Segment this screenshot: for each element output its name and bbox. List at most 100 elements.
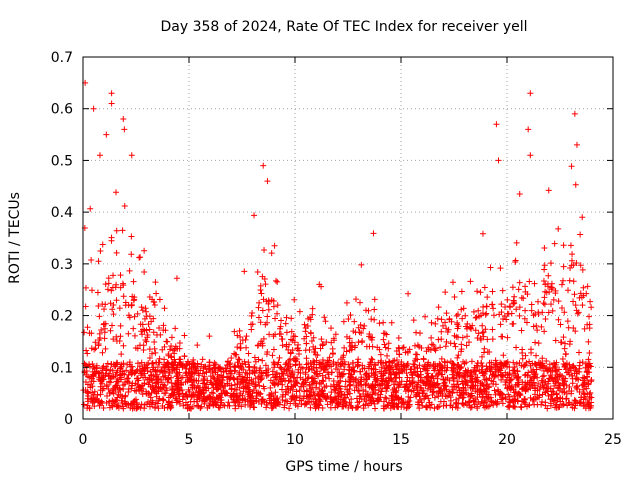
data-point — [234, 381, 241, 388]
data-point — [175, 384, 182, 391]
data-point — [201, 380, 208, 387]
data-point — [257, 286, 264, 293]
data-point — [205, 394, 212, 401]
data-point — [161, 343, 168, 350]
data-point — [248, 312, 255, 319]
data-point — [314, 368, 321, 375]
data-point — [343, 348, 350, 355]
data-point — [259, 340, 266, 347]
data-point — [134, 405, 141, 412]
data-point — [273, 369, 280, 376]
data-point — [583, 290, 590, 297]
data-point — [412, 369, 419, 376]
data-point — [96, 330, 103, 337]
data-point — [233, 397, 240, 404]
data-point — [528, 301, 535, 308]
data-point — [211, 359, 218, 366]
data-point — [210, 390, 217, 397]
data-point — [285, 378, 292, 385]
data-point — [103, 131, 110, 138]
data-point — [396, 369, 403, 376]
data-point — [125, 389, 132, 396]
data-point — [237, 334, 244, 341]
data-point — [495, 157, 502, 164]
data-point — [403, 370, 410, 377]
data-point — [153, 332, 160, 339]
data-point — [385, 340, 392, 347]
data-point — [524, 372, 531, 379]
data-point — [203, 369, 210, 376]
data-point — [363, 370, 370, 377]
data-point — [450, 366, 457, 373]
data-point — [226, 376, 233, 383]
data-point — [144, 376, 151, 383]
data-point — [316, 402, 323, 409]
data-point — [339, 354, 346, 361]
data-point — [239, 337, 246, 344]
data-point — [361, 396, 368, 403]
data-point — [371, 296, 378, 303]
data-point — [315, 373, 322, 380]
data-point — [346, 399, 353, 406]
data-point — [301, 321, 308, 328]
data-point — [345, 366, 352, 373]
data-point — [423, 367, 430, 374]
data-point — [479, 322, 486, 329]
data-point — [121, 126, 128, 133]
data-point — [97, 399, 104, 406]
data-point — [585, 401, 592, 408]
data-point — [259, 357, 266, 364]
data-point — [461, 390, 468, 397]
data-point — [196, 395, 203, 402]
data-point — [228, 385, 235, 392]
data-point — [282, 361, 289, 368]
data-point — [462, 377, 469, 384]
data-point — [399, 344, 406, 351]
data-point — [502, 361, 509, 368]
data-point — [267, 384, 274, 391]
data-point — [371, 400, 378, 407]
data-point — [113, 333, 120, 340]
data-point — [136, 342, 143, 349]
data-point — [317, 345, 324, 352]
data-point — [368, 316, 375, 323]
data-point — [277, 323, 284, 330]
data-point — [310, 388, 317, 395]
x-tick-label: 15 — [392, 432, 410, 448]
data-point — [553, 391, 560, 398]
data-point — [255, 342, 262, 349]
data-point — [271, 361, 278, 368]
data-point — [575, 376, 582, 383]
data-point — [236, 369, 243, 376]
data-point — [332, 387, 339, 394]
data-point — [102, 301, 109, 308]
data-point — [582, 364, 589, 371]
data-point — [491, 387, 498, 394]
y-tick-label: 0 — [64, 412, 73, 428]
data-point — [518, 327, 525, 334]
data-point — [245, 350, 252, 357]
data-point — [109, 322, 116, 329]
data-point — [364, 392, 371, 399]
data-point — [588, 377, 595, 384]
data-point — [175, 391, 182, 398]
data-point — [261, 275, 268, 282]
data-point — [220, 387, 227, 394]
data-point — [384, 352, 391, 359]
data-point — [128, 369, 135, 376]
data-point — [579, 214, 586, 221]
data-point — [461, 360, 468, 367]
data-point — [336, 382, 343, 389]
data-point — [393, 375, 400, 382]
data-point — [214, 382, 221, 389]
data-point — [549, 388, 556, 395]
data-point — [370, 365, 377, 372]
data-point — [222, 365, 229, 372]
data-point — [232, 405, 239, 412]
data-point — [256, 299, 263, 306]
data-point — [382, 384, 389, 391]
data-point — [252, 381, 259, 388]
data-point — [535, 298, 542, 305]
data-point — [440, 376, 447, 383]
data-point — [464, 333, 471, 340]
